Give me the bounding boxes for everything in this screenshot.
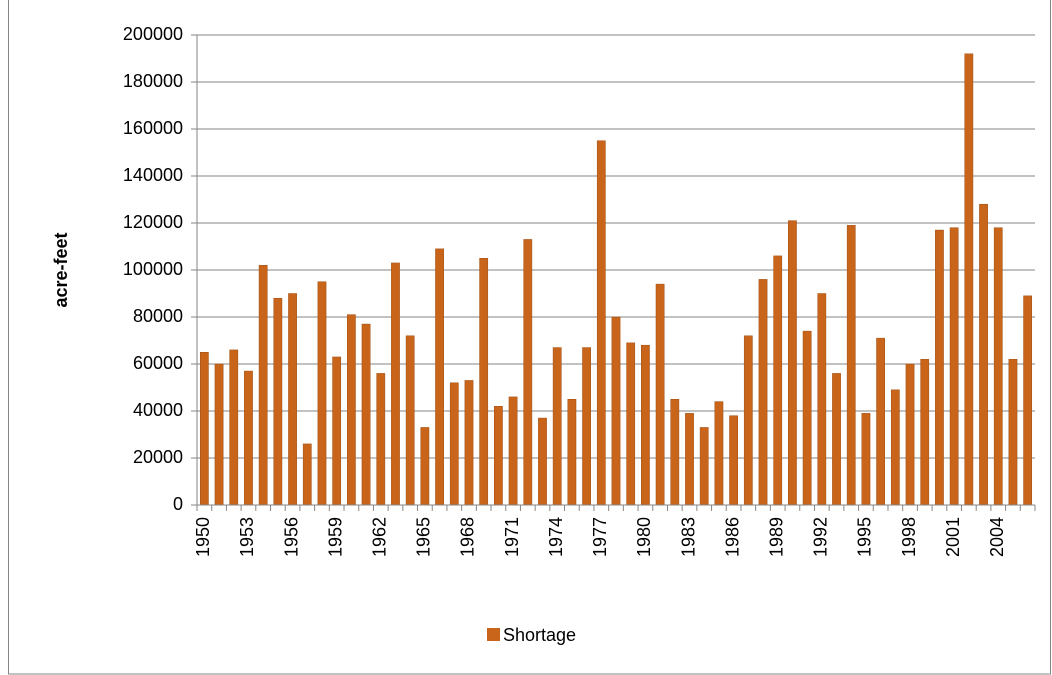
bar: [494, 406, 503, 506]
x-tick-label: 1977: [590, 517, 610, 557]
x-tick-label: 1998: [899, 517, 919, 557]
bar: [332, 356, 342, 506]
bar: [317, 281, 327, 506]
x-tick-label: 1965: [414, 517, 434, 557]
bar: [905, 363, 915, 506]
bar: [361, 323, 371, 506]
y-tick-label: 160000: [123, 118, 183, 138]
bar: [479, 258, 489, 506]
bar: [288, 293, 297, 506]
legend-label: Shortage: [503, 625, 576, 645]
x-tick-label: 1980: [634, 517, 654, 557]
x-tick-label: 1983: [678, 517, 698, 557]
bar: [626, 342, 636, 506]
y-tick-label: 40000: [133, 400, 183, 420]
bar: [641, 344, 650, 506]
bar: [655, 283, 665, 506]
x-tick-label: 2001: [943, 517, 963, 557]
bar: [244, 370, 253, 506]
bar: [832, 373, 841, 506]
bar: [817, 293, 827, 506]
y-tick-label: 140000: [123, 165, 183, 185]
bar: [788, 220, 797, 506]
bar: [699, 427, 709, 506]
x-tick-label: 1968: [458, 517, 478, 557]
bar: [229, 349, 239, 506]
y-tick-label: 20000: [133, 447, 183, 467]
bar: [993, 227, 1003, 506]
bar: [420, 427, 430, 506]
bar: [1008, 359, 1018, 506]
bar: [449, 382, 459, 506]
legend-swatch: [487, 628, 500, 641]
bar: [435, 248, 444, 506]
bar: [670, 399, 680, 506]
bar: [258, 265, 268, 506]
y-tick-label: 100000: [123, 259, 183, 279]
bar: [199, 352, 209, 506]
bar: [538, 417, 547, 506]
y-tick-label: 60000: [133, 353, 183, 373]
bar: [861, 413, 871, 506]
bar: [949, 227, 959, 506]
x-tick-label: 1986: [722, 517, 742, 557]
bar: [464, 380, 474, 506]
bar: [405, 335, 415, 506]
bar: [920, 359, 930, 506]
x-tick-label: 1962: [370, 517, 390, 557]
x-tick-label: 1959: [325, 517, 345, 557]
y-tick-label: 80000: [133, 306, 183, 326]
bar: [729, 415, 738, 506]
bar: [508, 396, 518, 506]
bar: [802, 330, 812, 506]
bar: [376, 373, 386, 506]
bar: [979, 203, 988, 506]
bar: [890, 389, 900, 506]
bar: [758, 279, 768, 506]
y-tick-label: 120000: [123, 212, 183, 232]
bar: [391, 262, 400, 506]
x-tick-label: 1971: [502, 517, 522, 557]
x-tick-label: 2004: [987, 517, 1007, 557]
bar: [611, 316, 621, 506]
bar: [523, 239, 533, 506]
bar: [596, 140, 606, 506]
y-axis-label: acre-feet: [51, 232, 71, 307]
bar: [302, 443, 312, 506]
bar: [935, 229, 944, 506]
bar: [552, 347, 562, 506]
x-tick-label: 1974: [546, 517, 566, 557]
x-tick-label: 1995: [855, 517, 875, 557]
bar: [685, 413, 694, 506]
y-tick-label: 0: [173, 494, 183, 514]
bar: [846, 225, 856, 506]
bar: [773, 255, 783, 506]
x-tick-label: 1956: [281, 517, 301, 557]
bar: [347, 314, 356, 506]
x-tick-label: 1989: [766, 517, 786, 557]
bar: [567, 399, 577, 506]
bar: [714, 401, 724, 506]
bar: [273, 297, 283, 506]
bar: [582, 347, 591, 506]
bar: [876, 337, 885, 506]
bar: [743, 335, 753, 506]
bar: [214, 363, 224, 506]
x-tick-label: 1950: [193, 517, 213, 557]
y-tick-label: 180000: [123, 71, 183, 91]
x-tick-label: 1992: [811, 517, 831, 557]
bar: [964, 53, 974, 506]
x-tick-label: 1953: [237, 517, 257, 557]
bar: [1023, 295, 1033, 506]
y-tick-label: 200000: [123, 24, 183, 44]
